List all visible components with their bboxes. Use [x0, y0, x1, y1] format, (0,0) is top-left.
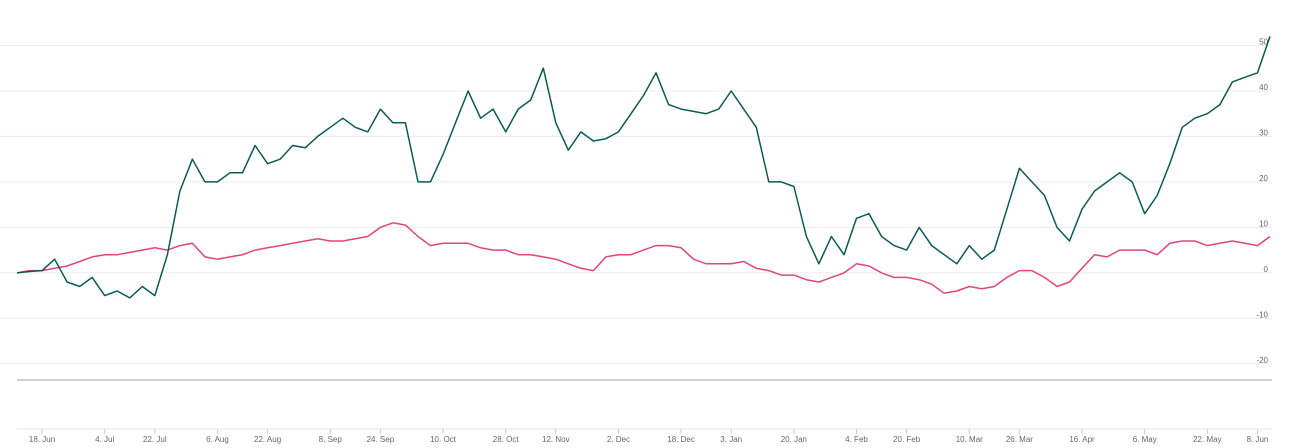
x-tick-label: 18. Dec [667, 435, 695, 444]
y-tick-label: 40 [1259, 83, 1268, 92]
x-tick-label: 22. May [1193, 435, 1221, 444]
x-tick-label: 22. Jul [143, 435, 167, 444]
x-tick-label: 8. Jun [1247, 435, 1269, 444]
x-tick-label: 10. Oct [430, 435, 457, 444]
x-tick-label: 3. Jan [720, 435, 742, 444]
series-line [16, 36, 1271, 299]
x-tick-label: 28. Oct [493, 435, 520, 444]
x-tick-label: 20. Jan [781, 435, 807, 444]
x-tick-label: 4. Jul [95, 435, 114, 444]
y-tick-label: 20 [1259, 174, 1268, 183]
x-tick-label: 18. Jun [29, 435, 55, 444]
x-tick-label: 4. Feb [845, 435, 868, 444]
y-tick-label: -10 [1256, 310, 1268, 319]
y-tick-label: -20 [1256, 356, 1268, 365]
x-tick-label: 8. Sep [319, 435, 343, 444]
x-tick-label: 22. Aug [254, 435, 281, 444]
x-tick-label: 6. May [1133, 435, 1157, 444]
x-tick-label: 26. Mar [1006, 435, 1033, 444]
x-tick-label: 24. Sep [367, 435, 395, 444]
x-tick-label: 10. Mar [956, 435, 983, 444]
x-tick-label: 12. Nov [542, 435, 570, 444]
x-tick-label: 16. Apr [1069, 435, 1095, 444]
y-tick-label: 0 [1264, 265, 1269, 274]
y-tick-label: 30 [1259, 128, 1268, 137]
y-tick-label: 50 [1259, 37, 1268, 46]
x-tick-label: 20. Feb [893, 435, 921, 444]
series-line [16, 222, 1271, 295]
x-tick-label: 2. Dec [607, 435, 630, 444]
x-tick-label: 6. Aug [206, 435, 229, 444]
y-tick-label: 10 [1259, 219, 1268, 228]
